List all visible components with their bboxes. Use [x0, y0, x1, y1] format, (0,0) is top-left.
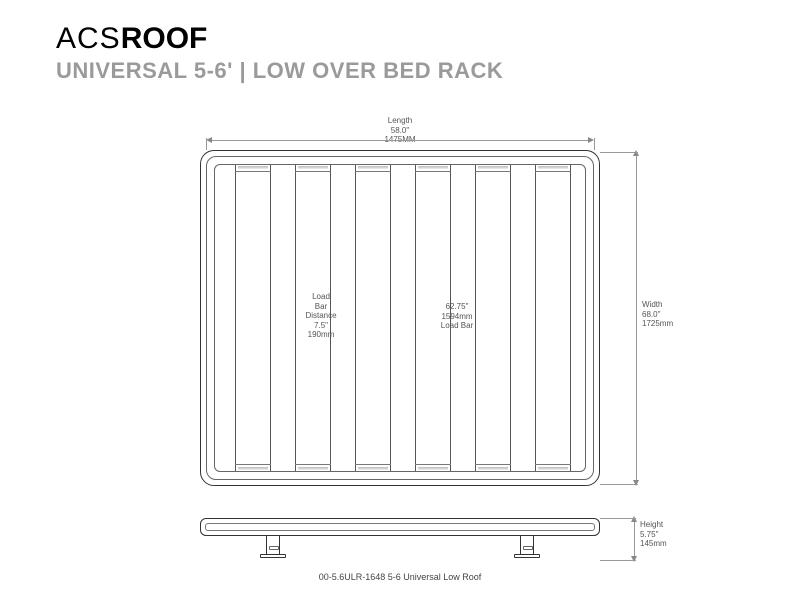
load-bar-6 — [535, 165, 571, 471]
logo-thin: ACS — [56, 22, 121, 55]
length-dim-line — [210, 140, 590, 141]
brand-logo: ACSROOF — [56, 22, 503, 56]
load-bar-3 — [355, 165, 391, 471]
height-arrow-down — [631, 556, 637, 562]
height-label: Height — [640, 520, 686, 530]
width-mm: 1725mm — [642, 319, 692, 329]
lbd-l2: Bar — [296, 302, 346, 312]
load-bar-1 — [235, 165, 271, 471]
lbd-l1: Load — [296, 292, 346, 302]
width-dim-line — [636, 154, 637, 482]
width-ext-top — [600, 152, 638, 153]
lbd-mm: 190mm — [296, 330, 346, 340]
width-arrow-down — [633, 480, 639, 486]
height-mm: 145mm — [640, 539, 686, 549]
dimension-load-bar-distance: Load Bar Distance 7.5" 190mm — [296, 292, 346, 340]
product-subtitle: UNIVERSAL 5-6' | LOW OVER BED RACK — [56, 58, 503, 84]
dimension-width: Width 68.0" 1725mm — [642, 300, 692, 329]
dimension-load-bar: 62.75" 1594mm Load Bar — [432, 302, 482, 331]
height-arrow-up — [631, 516, 637, 522]
lbd-in: 7.5" — [296, 321, 346, 331]
side-view — [200, 518, 600, 560]
side-frame — [200, 518, 600, 536]
height-ext-bottom — [600, 560, 636, 561]
length-label: Length — [360, 116, 440, 126]
dimension-height: Height 5.75" 145mm — [640, 520, 686, 549]
lb-mm: 1594mm — [432, 312, 482, 322]
width-label: Width — [642, 300, 692, 310]
width-arrow-up — [633, 150, 639, 156]
top-view — [200, 150, 600, 486]
width-inches: 68.0" — [642, 310, 692, 320]
header: ACSROOF UNIVERSAL 5-6' | LOW OVER BED RA… — [56, 22, 503, 84]
lb-in: 62.75" — [432, 302, 482, 312]
lbd-l3: Distance — [296, 311, 346, 321]
deck-area — [214, 164, 586, 472]
side-frame-inner — [205, 523, 595, 531]
lb-lbl: Load Bar — [432, 321, 482, 331]
height-inches: 5.75" — [640, 530, 686, 540]
part-number: 00-5.6ULR-1648 5-6 Universal Low Roof — [300, 572, 500, 582]
length-ext-right — [594, 138, 595, 150]
length-ext-left — [206, 138, 207, 150]
height-ext-top — [600, 518, 636, 519]
mount-leg-left — [260, 536, 286, 558]
width-ext-bottom — [600, 484, 638, 485]
mount-leg-right — [514, 536, 540, 558]
length-inches: 58.0" — [360, 126, 440, 136]
height-dim-line — [634, 520, 635, 558]
logo-bold: ROOF — [121, 22, 208, 55]
